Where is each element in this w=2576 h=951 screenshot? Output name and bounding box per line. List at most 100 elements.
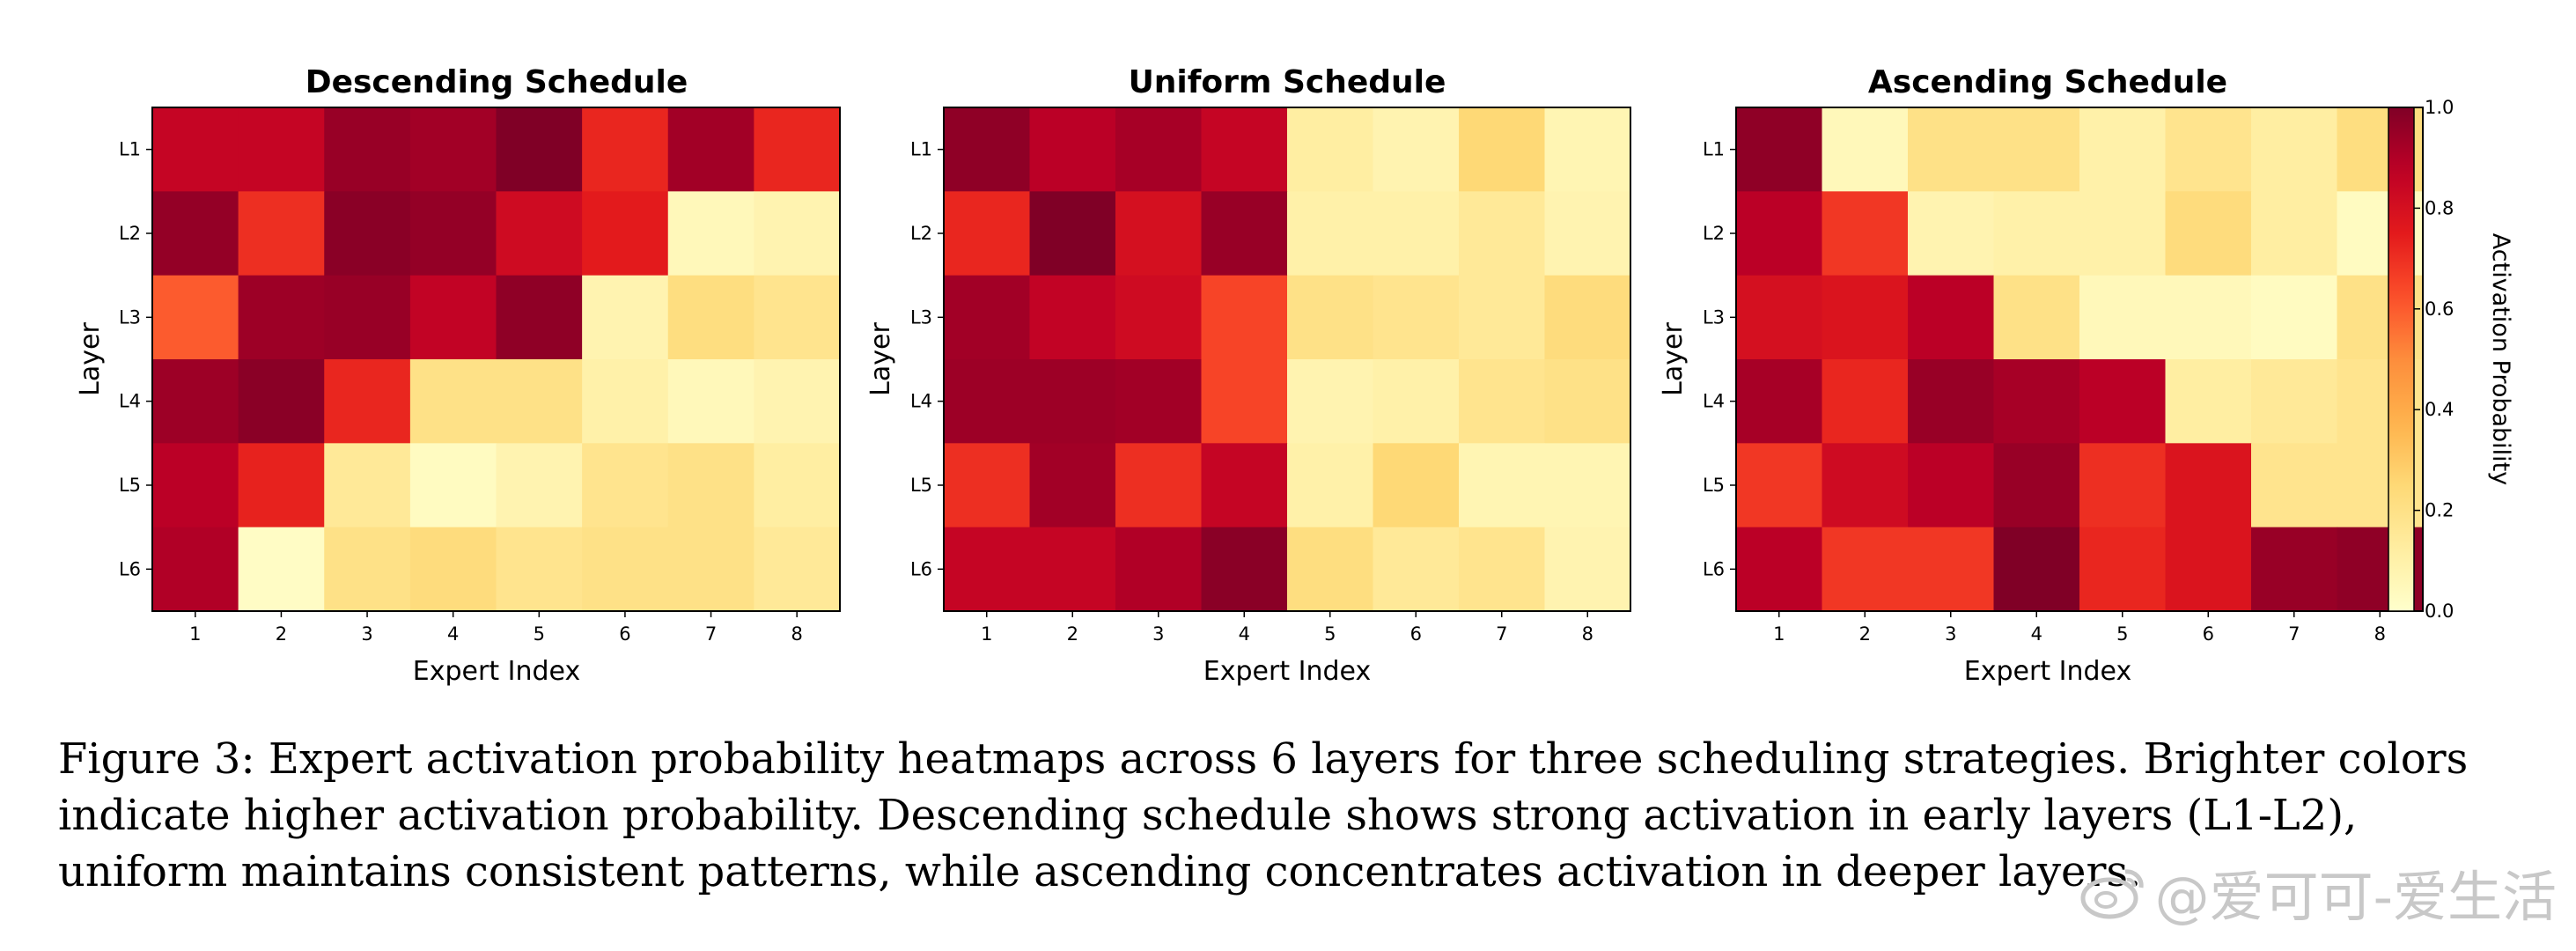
figure-caption: Figure 3: Expert activation probability … bbox=[58, 734, 2469, 896]
x-axis-label: Expert Index bbox=[1203, 656, 1371, 687]
heatmap-cell bbox=[324, 191, 411, 276]
heatmap-cell bbox=[1115, 107, 1203, 192]
heatmap-cell bbox=[1287, 527, 1374, 612]
colorbar-tick-label: 1.0 bbox=[2425, 97, 2454, 118]
heatmap-cell bbox=[238, 359, 325, 444]
watermark-text: @爱可可-爱生活 bbox=[2154, 865, 2557, 929]
weibo-icon bbox=[2080, 869, 2144, 919]
heatmap-cell bbox=[1373, 107, 1460, 192]
heatmap-cell bbox=[238, 275, 325, 360]
heatmap-cell bbox=[1201, 527, 1288, 612]
heatmap-cell bbox=[152, 443, 239, 528]
heatmap-cell bbox=[1736, 107, 1823, 192]
x-tick-label: 6 bbox=[2203, 623, 2214, 645]
heatmap-cells bbox=[944, 107, 1631, 612]
heatmap-cell bbox=[944, 275, 1031, 360]
heatmap-cell bbox=[1201, 443, 1288, 528]
y-tick-label: L4 bbox=[1703, 391, 1725, 412]
colorbar-tick-label: 0.0 bbox=[2425, 601, 2454, 622]
heatmap-cell bbox=[2165, 275, 2252, 360]
heatmap-cell bbox=[152, 191, 239, 276]
x-axis-label: Expert Index bbox=[413, 656, 580, 687]
x-tick-label: 3 bbox=[1152, 623, 1164, 645]
heatmap-cell bbox=[1029, 527, 1116, 612]
heatmap-cell bbox=[1544, 359, 1631, 444]
heatmap-cell bbox=[1459, 275, 1546, 360]
heatmap-cell bbox=[1822, 359, 1909, 444]
colorbar-bar bbox=[2388, 107, 2415, 612]
x-tick-label: 4 bbox=[447, 623, 459, 645]
heatmap-cell bbox=[1373, 443, 1460, 528]
heatmap-cell bbox=[667, 443, 754, 528]
heatmap-cell bbox=[667, 191, 754, 276]
heatmap-cell bbox=[1459, 107, 1546, 192]
heatmap-cell bbox=[582, 107, 669, 192]
heatmap-cell bbox=[754, 191, 841, 276]
heatmap-cell bbox=[496, 275, 583, 360]
y-tick-label: L2 bbox=[910, 223, 932, 244]
heatmap-cell bbox=[324, 359, 411, 444]
heatmap-cell bbox=[1373, 191, 1460, 276]
y-ticks: L1 L2 L3 L4 L5 L6 bbox=[910, 139, 944, 579]
heatmap-cell bbox=[1544, 443, 1631, 528]
heatmap-cell bbox=[1908, 527, 1995, 612]
heatmap-cell bbox=[1908, 191, 1995, 276]
heatmap-cell bbox=[152, 107, 239, 192]
heatmap-cell bbox=[409, 359, 497, 444]
heatmap-cell bbox=[152, 359, 239, 444]
y-tick-label: L6 bbox=[119, 558, 141, 579]
heatmap-cell bbox=[2251, 527, 2338, 612]
heatmap-cells bbox=[152, 107, 841, 612]
panel-title: Descending Schedule bbox=[305, 64, 688, 100]
y-tick-label: L1 bbox=[1703, 139, 1725, 160]
heatmap-cell bbox=[1373, 275, 1460, 360]
x-tick-label: 8 bbox=[791, 623, 803, 645]
heatmap-cell bbox=[944, 359, 1031, 444]
heatmap-cell bbox=[944, 107, 1031, 192]
heatmap-cell bbox=[667, 359, 754, 444]
heatmap-cell bbox=[944, 527, 1031, 612]
heatmap-cell bbox=[1287, 107, 1374, 192]
heatmap-cell bbox=[1115, 359, 1203, 444]
heatmap-cell bbox=[582, 275, 669, 360]
x-tick-label: 3 bbox=[361, 623, 372, 645]
heatmap-cell bbox=[1029, 443, 1116, 528]
heatmap-cell bbox=[409, 443, 497, 528]
x-tick-label: 4 bbox=[1239, 623, 1250, 645]
y-tick-label: L3 bbox=[119, 306, 141, 328]
heatmap-cell bbox=[1115, 191, 1203, 276]
heatmap-cell bbox=[1908, 443, 1995, 528]
heatmap-cell bbox=[238, 107, 325, 192]
heatmap-cell bbox=[2079, 107, 2167, 192]
heatmap-cell bbox=[1993, 527, 2080, 612]
y-axis-label: Layer bbox=[1658, 322, 1689, 396]
x-tick-label: 1 bbox=[981, 623, 992, 645]
y-tick-label: L4 bbox=[119, 391, 141, 412]
heatmap-cell bbox=[667, 275, 754, 360]
heatmap-cell bbox=[1736, 275, 1823, 360]
heatmap-cell bbox=[1544, 527, 1631, 612]
y-axis-label: Layer bbox=[75, 322, 106, 396]
heatmap-cell bbox=[2079, 527, 2167, 612]
y-ticks: L1 L2 L3 L4 L5 L6 bbox=[119, 139, 152, 579]
heatmap-cell bbox=[152, 275, 239, 360]
heatmap-cell bbox=[1201, 359, 1288, 444]
heatmap-cell bbox=[496, 527, 583, 612]
heatmap-cell bbox=[1201, 107, 1288, 192]
heatmap-cell bbox=[2079, 443, 2167, 528]
heatmap-cell bbox=[238, 191, 325, 276]
heatmap-cell bbox=[1908, 107, 1995, 192]
colorbar-label: Activation Probability bbox=[2487, 233, 2514, 486]
heatmap-cell bbox=[1459, 527, 1546, 612]
heatmap-cell bbox=[1201, 275, 1288, 360]
heatmap-cell bbox=[496, 443, 583, 528]
x-tick-label: 1 bbox=[189, 623, 201, 645]
y-tick-label: L2 bbox=[1703, 223, 1725, 244]
x-tick-label: 8 bbox=[2374, 623, 2386, 645]
heatmap-cell bbox=[1029, 275, 1116, 360]
heatmap-cell bbox=[667, 527, 754, 612]
heatmap-cell bbox=[1736, 191, 1823, 276]
heatmap-cell bbox=[1287, 359, 1374, 444]
x-tick-label: 6 bbox=[1410, 623, 1422, 645]
x-tick-label: 5 bbox=[1324, 623, 1336, 645]
